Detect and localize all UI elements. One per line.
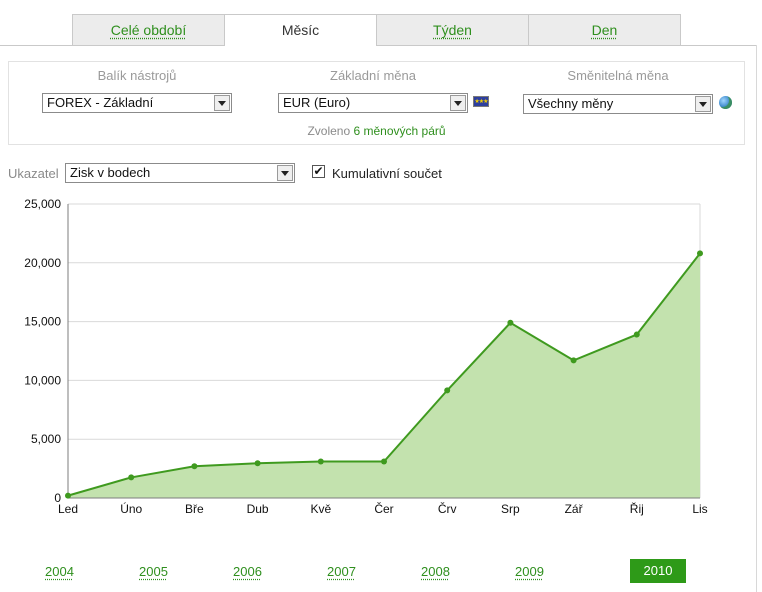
- quote-currency-select[interactable]: Všechny měny: [523, 94, 713, 114]
- x-tick-label: Čer: [374, 501, 393, 516]
- x-tick-label: Kvě: [310, 502, 331, 516]
- data-point: [697, 250, 703, 257]
- tab-mesic[interactable]: Měsíc: [224, 14, 377, 46]
- data-point: [128, 474, 135, 481]
- data-point: [317, 458, 324, 465]
- base-currency-select[interactable]: EUR (Euro): [278, 93, 468, 113]
- x-tick-label: Črv: [438, 501, 457, 516]
- year-link-2009[interactable]: 2009: [515, 564, 544, 579]
- chevron-down-icon: [450, 95, 466, 111]
- chevron-down-icon: [214, 95, 230, 111]
- toolbox-select[interactable]: FOREX - Základní: [42, 93, 232, 113]
- chevron-down-icon: [277, 165, 293, 181]
- indicator-select[interactable]: Zisk v bodech: [65, 163, 295, 183]
- toolbox-label: Balík nástrojů: [97, 68, 177, 83]
- selected-prefix: Zvoleno: [307, 124, 351, 138]
- selected-pairs-link[interactable]: 6 měnových párů: [353, 124, 446, 138]
- x-tick-label: Zář: [565, 502, 584, 516]
- tab-cele-obdobi[interactable]: Celé období: [72, 14, 225, 45]
- year-link-2005[interactable]: 2005: [139, 564, 168, 579]
- y-tick-label: 10,000: [24, 373, 61, 387]
- area-fill: [68, 253, 700, 498]
- year-link-2006[interactable]: 2006: [233, 564, 262, 579]
- y-tick-label: 25,000: [24, 197, 61, 211]
- year-link-2004[interactable]: 2004: [45, 564, 74, 579]
- y-tick-label: 5,000: [31, 432, 61, 446]
- chevron-down-icon: [695, 96, 711, 112]
- indicator-value: Zisk v bodech: [70, 165, 151, 180]
- indicator-label: Ukazatel: [8, 166, 59, 181]
- data-point: [444, 387, 451, 394]
- tab-bar-divider: [0, 45, 757, 46]
- x-tick-label: Bře: [185, 502, 204, 516]
- y-tick-label: 20,000: [24, 256, 61, 270]
- quote-currency-label: Směnitelná měna: [567, 68, 669, 83]
- base-currency-value: EUR (Euro): [283, 95, 351, 110]
- tab-label: Celé období: [110, 22, 187, 38]
- toolbox-value: FOREX - Základní: [47, 95, 154, 110]
- globe-icon[interactable]: [719, 96, 732, 109]
- cumulative-label: Kumulativní součet: [332, 166, 442, 181]
- x-tick-label: Srp: [501, 502, 520, 516]
- content-border: [756, 45, 757, 592]
- tab-label: Den: [591, 22, 618, 38]
- quote-currency-value: Všechny měny: [528, 96, 614, 111]
- profit-area-chart: 0 5,000 10,000 15,000 20,000 25,000 Led Úno Bře D…: [24, 197, 707, 516]
- y-tick-label: 0: [54, 491, 61, 505]
- x-tick-label: Řij: [630, 501, 644, 516]
- data-point: [254, 460, 261, 467]
- tab-label: Měsíc: [281, 22, 320, 38]
- check-icon: ✔: [313, 164, 324, 178]
- tab-den[interactable]: Den: [528, 14, 681, 45]
- selected-pairs-info: Zvoleno 6 měnových párů: [8, 124, 745, 138]
- x-tick-label: Úno: [120, 501, 142, 516]
- x-tick-label: Dub: [247, 502, 269, 516]
- year-button-2010-selected[interactable]: 2010: [630, 559, 686, 583]
- data-point: [381, 458, 387, 465]
- data-point: [65, 492, 71, 499]
- year-link-2008[interactable]: 2008: [421, 564, 450, 579]
- data-point: [633, 331, 640, 338]
- x-tick-label: Led: [58, 502, 78, 516]
- tab-label: Týden: [433, 22, 472, 38]
- data-point: [507, 319, 514, 326]
- cumulative-checkbox[interactable]: ✔: [312, 165, 325, 178]
- y-tick-label: 15,000: [24, 315, 61, 329]
- year-link-2007[interactable]: 2007: [327, 564, 356, 579]
- data-point: [570, 357, 577, 364]
- tab-tyden[interactable]: Týden: [376, 14, 529, 45]
- eu-flag-icon: ★★★: [473, 96, 489, 107]
- data-point: [191, 463, 198, 470]
- base-currency-label: Základní měna: [330, 68, 416, 83]
- x-tick-label: Lis: [692, 502, 707, 516]
